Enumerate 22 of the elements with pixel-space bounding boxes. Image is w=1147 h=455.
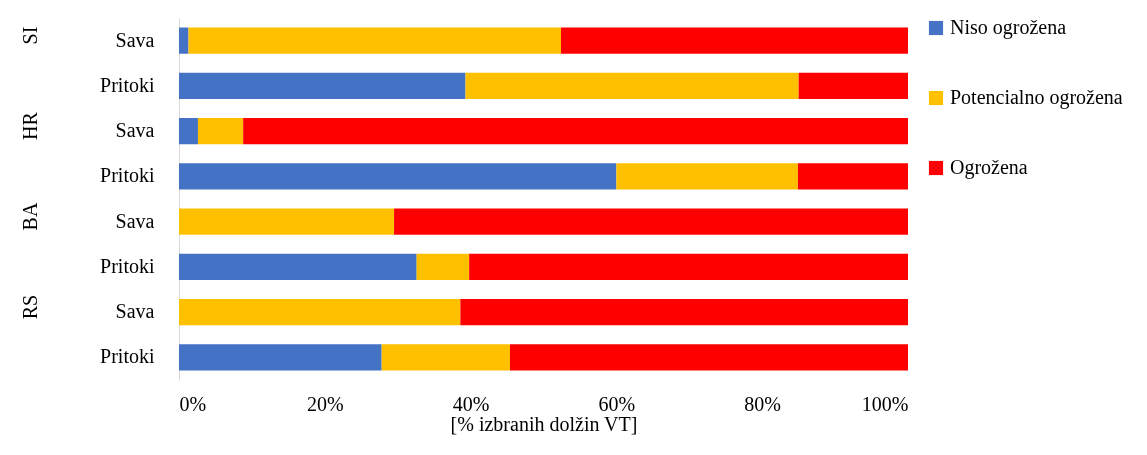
text: SI <box>19 26 41 45</box>
text: BA <box>19 202 41 231</box>
y-tick-label: Sava <box>115 119 155 142</box>
y-tick-label: Sava <box>115 209 155 232</box>
y-tick-label: Pritoki <box>100 254 155 277</box>
legend-label: Potencialno ogrožena <box>950 86 1123 109</box>
legend-label: Ogrožena <box>950 156 1028 179</box>
y-tick-label: Pritoki <box>100 73 155 96</box>
x-axis-title: [% izbranih dolžin VT] <box>450 412 638 435</box>
x-tick-label: 20% <box>306 392 344 415</box>
x-tick-label: 40% <box>452 392 490 415</box>
x-tick-label: 80% <box>744 392 782 415</box>
y-tick-label: Sava <box>115 28 155 51</box>
legend-label: Niso ogrožena <box>950 16 1067 39</box>
text: HR <box>19 111 41 140</box>
text: RS <box>19 294 41 320</box>
y-tick-label: Pritoki <box>100 345 155 368</box>
y-tick-label: Sava <box>115 300 155 323</box>
x-tick-label: 60% <box>598 392 636 415</box>
x-tick-label: 100% <box>861 392 909 415</box>
x-tick-label: 0% <box>179 392 207 415</box>
y-tick-label: Pritoki <box>100 164 155 187</box>
